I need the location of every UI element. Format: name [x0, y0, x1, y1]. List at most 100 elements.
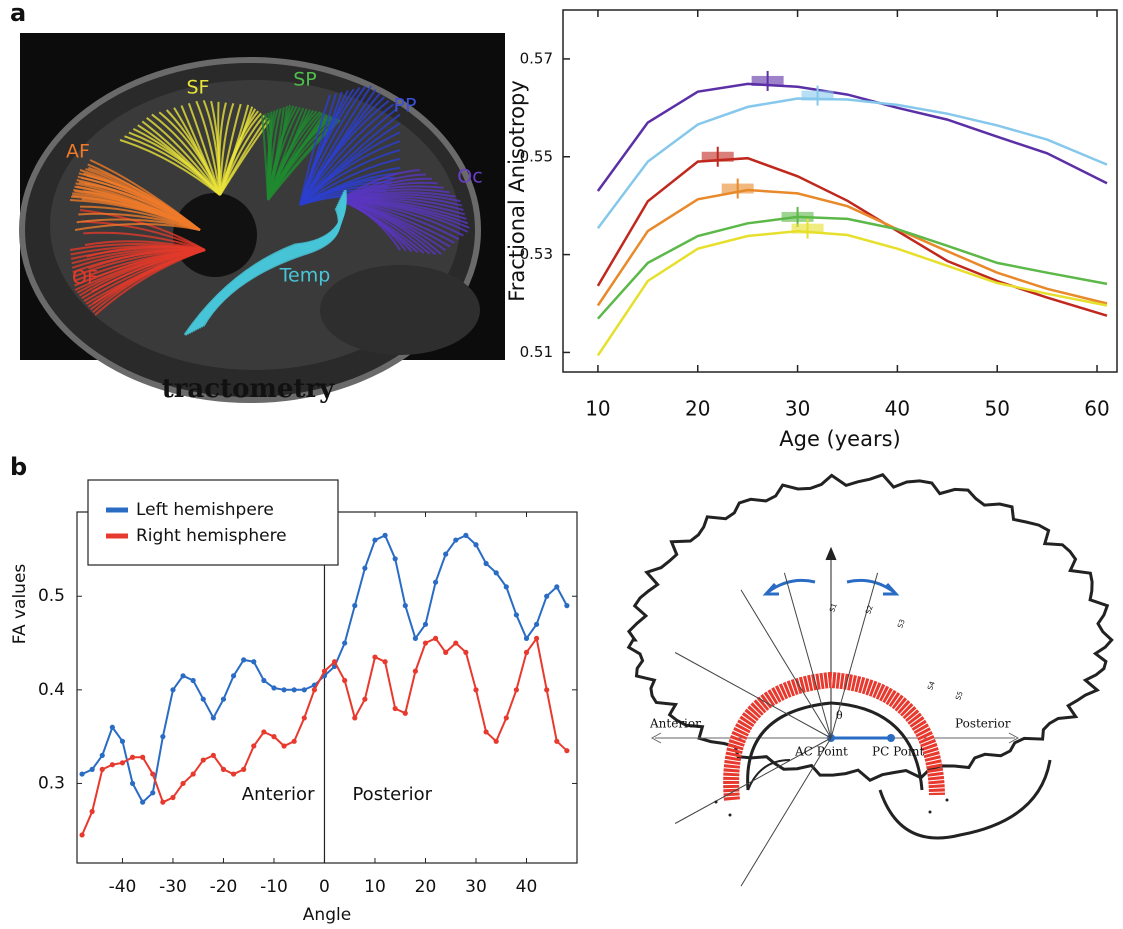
data-point: [342, 678, 347, 683]
figure: a b tractometry Anterior Posterior AC Po…: [0, 0, 1123, 929]
annotation: Posterior: [352, 784, 432, 805]
x-tick-label: -20: [210, 877, 238, 897]
data-point: [302, 687, 307, 692]
data-point: [261, 678, 266, 683]
data-point: [110, 725, 115, 730]
data-point: [191, 678, 196, 683]
data-point: [150, 790, 155, 795]
data-point: [302, 715, 307, 720]
dot: [946, 799, 949, 802]
data-point: [140, 755, 145, 760]
data-point: [221, 697, 226, 702]
panel-label: a: [10, 0, 26, 27]
x-tick-label: 20: [415, 877, 437, 897]
data-point: [231, 673, 236, 678]
data-point: [130, 755, 135, 760]
data-point: [433, 636, 438, 641]
tract-label: Temp: [279, 265, 331, 287]
data-point: [211, 715, 216, 720]
data-point: [443, 650, 448, 655]
dot: [729, 814, 732, 817]
y-tick-label: 0.4: [38, 680, 65, 700]
data-point: [100, 753, 105, 758]
data-point: [120, 739, 125, 744]
tract-label: AF: [66, 141, 90, 163]
cerebellum: [320, 265, 480, 355]
data-point: [160, 800, 165, 805]
x-tick-label: 60: [1084, 397, 1109, 421]
diagram-label: AC Point: [794, 745, 848, 759]
plot-frame: [563, 10, 1117, 372]
data-point: [463, 533, 468, 538]
data-point: [241, 767, 246, 772]
dot: [715, 801, 718, 804]
legend-box: [88, 480, 338, 565]
x-tick-label: 0: [319, 877, 330, 897]
arrow-head: [826, 548, 836, 560]
annotation: Anterior: [242, 784, 315, 805]
data-point: [534, 636, 539, 641]
data-point: [413, 636, 418, 641]
tract-image: [20, 33, 505, 400]
y-tick-label: 0.51: [520, 343, 553, 361]
data-point: [292, 687, 297, 692]
data-point: [483, 561, 488, 566]
tract-label: Oc: [457, 166, 482, 188]
data-point: [362, 566, 367, 571]
data-point: [403, 603, 408, 608]
data-point: [110, 762, 115, 767]
diagram-label: θ: [836, 709, 843, 722]
diagram-label: Posterior: [955, 717, 1011, 731]
data-point: [170, 687, 175, 692]
x-tick-label: -30: [159, 877, 187, 897]
legend-label: Right hemisphere: [136, 526, 287, 546]
data-point: [534, 622, 539, 627]
data-point: [160, 734, 165, 739]
data-point: [393, 556, 398, 561]
image-caption: tractometry: [162, 374, 335, 404]
data-point: [382, 659, 387, 664]
ventricle: [173, 193, 257, 277]
x-tick-label: -40: [109, 877, 137, 897]
spoke-label: S4: [926, 680, 937, 692]
diagram-label: PC Point: [872, 745, 924, 759]
data-point: [453, 537, 458, 542]
data-point: [79, 832, 84, 837]
spoke-label: S2: [864, 604, 875, 615]
peak-marker: [722, 179, 754, 199]
data-point: [423, 640, 428, 645]
diagram-label: Anterior: [649, 717, 701, 731]
dot: [929, 811, 932, 814]
spoke-label: S5: [954, 690, 965, 701]
x-tick-label: -10: [260, 877, 288, 897]
spoke-label: S3: [896, 618, 907, 629]
data-point: [79, 771, 84, 776]
data-point: [191, 771, 196, 776]
data-point: [271, 685, 276, 690]
series-line: [598, 217, 1107, 319]
data-point: [120, 760, 125, 765]
data-point: [494, 739, 499, 744]
data-point: [90, 767, 95, 772]
data-point: [372, 654, 377, 659]
data-point: [251, 659, 256, 664]
data-point: [251, 743, 256, 748]
data-point: [554, 739, 559, 744]
data-point: [100, 767, 105, 772]
data-point: [201, 697, 206, 702]
brain-outline: [629, 475, 1112, 781]
diagram: [629, 475, 1112, 886]
pc-point: [887, 734, 895, 742]
data-point: [201, 757, 206, 762]
data-point: [393, 706, 398, 711]
data-point: [524, 636, 529, 641]
x-tick-label: 40: [516, 877, 538, 897]
data-point: [514, 612, 519, 617]
data-point: [453, 640, 458, 645]
peak-marker: [702, 147, 734, 167]
data-point: [362, 697, 367, 702]
data-point: [292, 739, 297, 744]
data-point: [504, 715, 509, 720]
data-point: [473, 687, 478, 692]
